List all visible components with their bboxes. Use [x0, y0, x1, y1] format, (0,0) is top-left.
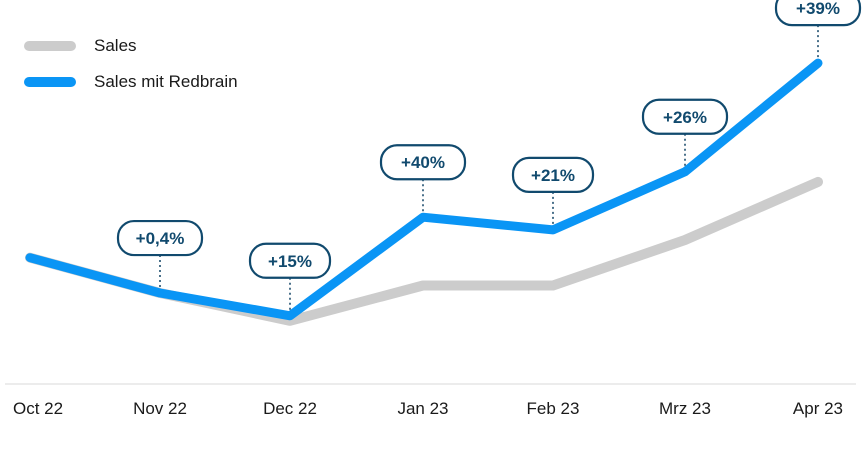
- annotation-label: +39%: [796, 0, 840, 18]
- annotation-layer: +0,4% +15% +40% +21% +26% +39%: [116, 0, 862, 310]
- series-layer: [25, 58, 823, 326]
- x-tick-label: Nov 22: [133, 399, 187, 418]
- annotation-label: +21%: [531, 166, 575, 185]
- legend-label-sales-mit-redbrain: Sales mit Redbrain: [94, 72, 238, 91]
- annotation-badge: [116, 219, 204, 257]
- annotation-badge: [774, 0, 862, 27]
- legend: Sales Sales mit Redbrain: [24, 28, 238, 100]
- annotation-badge: [641, 98, 729, 135]
- x-tick-label: Feb 23: [527, 399, 580, 418]
- annotation-badge: [248, 242, 332, 279]
- legend-item-sales: Sales: [24, 28, 238, 64]
- x-tick-labels: Oct 22 Nov 22 Dec 22 Jan 23 Feb 23 Mrz 23 Apr …: [13, 399, 843, 418]
- x-tick-label: Mrz 23: [659, 399, 711, 418]
- legend-label-sales: Sales: [94, 36, 137, 55]
- legend-swatch-sales: [24, 41, 76, 51]
- annotation-label: +40%: [401, 153, 445, 172]
- legend-item-sales-mit-redbrain: Sales mit Redbrain: [24, 64, 238, 100]
- annotation-label: +26%: [663, 108, 707, 127]
- annotation-label: +15%: [268, 252, 312, 271]
- series-line-sales-mit-redbrain: [25, 58, 823, 321]
- x-tick-label: Oct 22: [13, 399, 63, 418]
- x-tick-label: Apr 23: [793, 399, 843, 418]
- annotation-badge: [511, 156, 595, 193]
- annotation-badge: [379, 144, 467, 181]
- x-tick-label: Jan 23: [397, 399, 448, 418]
- x-tick-label: Dec 22: [263, 399, 317, 418]
- legend-swatch-sales-mit-redbrain: [24, 77, 76, 87]
- annotation-label: +0,4%: [136, 229, 185, 248]
